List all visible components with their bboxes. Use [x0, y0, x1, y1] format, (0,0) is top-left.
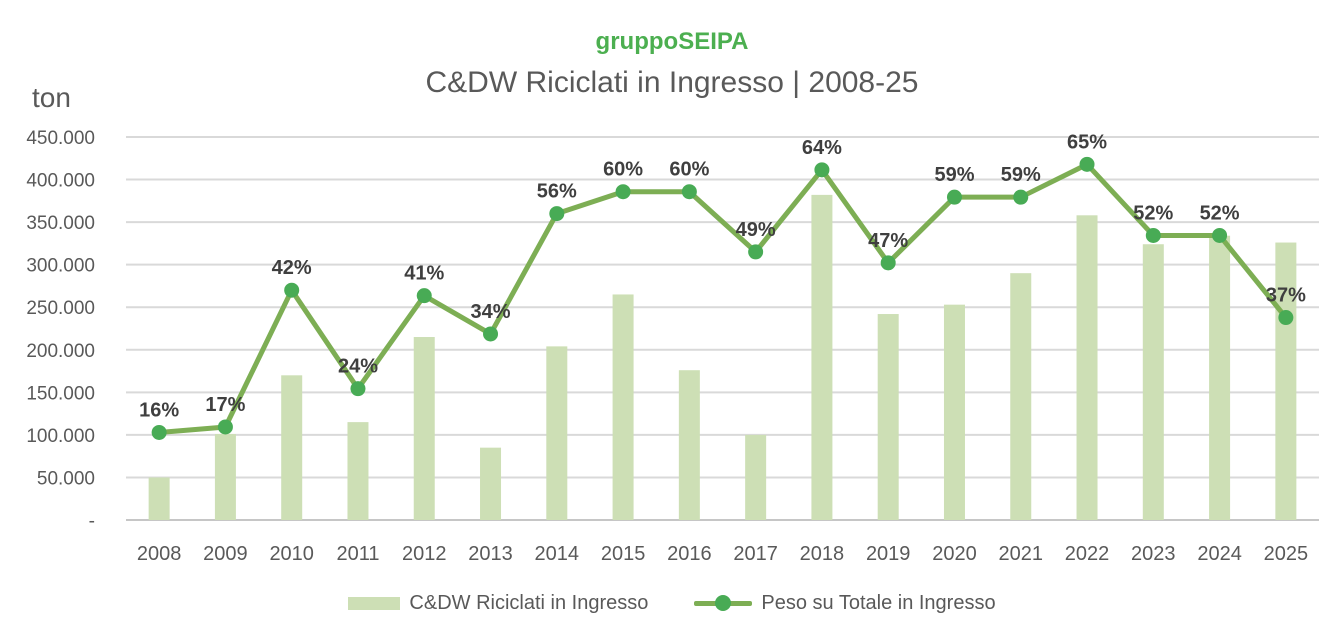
bar-2016: [678, 370, 700, 520]
y-tick-label: 350.000: [26, 213, 95, 234]
bar-2017: [745, 434, 767, 520]
line-marker-2009: [217, 419, 233, 435]
data-label-2010: 42%: [272, 257, 312, 279]
line-marker-2014: [549, 206, 565, 222]
chart-legend: C&DW Riciclati in Ingresso Peso su Totale…: [0, 588, 1344, 618]
brand-title: gruppoSEIPA: [595, 28, 749, 55]
line-marker-2023: [1145, 227, 1161, 243]
line-marker-2021: [1013, 189, 1029, 205]
bar-2010: [281, 375, 303, 520]
y-axis-unit-label: ton: [32, 82, 71, 113]
data-label-2017: 49%: [736, 219, 776, 241]
y-tick-label: 450.000: [26, 128, 95, 149]
bar-swatch-icon: [348, 596, 401, 610]
data-label-2016: 60%: [669, 159, 709, 181]
line-marker-2011: [350, 381, 366, 397]
bar-2019: [877, 314, 899, 520]
data-label-2015: 60%: [603, 159, 643, 181]
chart-title: C&DW Riciclati in Ingresso | 2008-25: [425, 66, 919, 99]
line-marker-2012: [416, 288, 432, 304]
line-marker-2018: [814, 162, 830, 178]
data-label-2008: 16%: [139, 399, 179, 421]
x-tick-label-2009: 2009: [203, 543, 248, 565]
line-marker-2015: [615, 184, 631, 200]
y-tick-label: 150.000: [26, 383, 95, 404]
data-label-2012: 41%: [404, 263, 444, 285]
x-tick-label-2025: 2025: [1264, 543, 1309, 565]
bar-2021: [1010, 273, 1032, 520]
bar-2014: [546, 346, 568, 520]
line-marker-2022: [1079, 156, 1095, 172]
x-tick-label-2020: 2020: [932, 543, 977, 565]
data-label-2019: 47%: [868, 230, 908, 252]
bar-2012: [413, 337, 435, 520]
y-tick-label: 200.000: [26, 341, 95, 362]
x-tick-label-2017: 2017: [733, 543, 778, 565]
x-tick-label-2016: 2016: [667, 543, 712, 565]
y-tick-label: 300.000: [26, 256, 95, 277]
x-tick-label-2023: 2023: [1131, 543, 1176, 565]
bar-2015: [612, 294, 634, 520]
x-tick-label-2011: 2011: [336, 543, 379, 565]
line-marker-2025: [1278, 310, 1294, 326]
bar-2023: [1142, 244, 1164, 521]
line-marker-2020: [946, 189, 962, 205]
y-tick-label: 100.000: [26, 426, 95, 447]
x-tick-label-2012: 2012: [402, 543, 447, 565]
bar-2022: [1076, 215, 1098, 520]
data-label-2021: 59%: [1001, 164, 1041, 186]
data-label-2011: 24%: [338, 356, 378, 378]
x-tick-label-2021: 2021: [999, 543, 1044, 565]
x-tick-label-2013: 2013: [468, 543, 513, 565]
bar-2013: [480, 447, 502, 520]
bar-2020: [943, 304, 965, 520]
data-label-2024: 52%: [1200, 202, 1240, 224]
line-marker-2019: [880, 255, 896, 271]
bar-2008: [148, 477, 170, 520]
legend-label: C&DW Riciclati in Ingresso: [409, 591, 649, 614]
line-marker-icon: [694, 593, 753, 613]
data-label-2022: 65%: [1067, 131, 1107, 153]
y-tick-label: -: [89, 511, 95, 532]
data-label-2013: 34%: [471, 301, 511, 323]
data-label-2023: 52%: [1133, 202, 1173, 224]
bar-2009: [214, 434, 236, 520]
line-marker-2024: [1212, 227, 1228, 243]
bar-2024: [1209, 235, 1231, 520]
y-tick-label: 250.000: [26, 298, 95, 319]
x-tick-label-2008: 2008: [137, 543, 182, 565]
legend-label: Peso su Totale in Ingresso: [761, 591, 996, 614]
y-tick-label: 400.000: [26, 171, 95, 192]
x-tick-label-2024: 2024: [1197, 543, 1242, 565]
x-tick-label-2022: 2022: [1065, 543, 1110, 565]
line-marker-2010: [284, 282, 300, 298]
data-label-2020: 59%: [934, 164, 974, 186]
data-label-2009: 17%: [205, 394, 245, 416]
line-marker-2016: [681, 184, 697, 200]
line-marker-2017: [748, 244, 764, 260]
percentage-line: [156, 161, 1289, 435]
x-tick-label-2014: 2014: [535, 543, 580, 565]
x-tick-label-2018: 2018: [800, 543, 845, 565]
data-label-2025: 37%: [1266, 285, 1306, 307]
bar-2018: [811, 194, 833, 520]
line-marker-2008: [151, 424, 167, 440]
legend-item-line: Peso su Totale in Ingresso: [694, 591, 996, 615]
legend-item-bars: C&DW Riciclati in Ingresso: [348, 592, 648, 615]
bar-2011: [347, 422, 369, 520]
data-label-2018: 64%: [802, 137, 842, 159]
x-tick-label-2010: 2010: [269, 543, 314, 565]
line-marker-2013: [483, 326, 499, 342]
legend-line-dot: [715, 595, 732, 611]
data-label-2014: 56%: [537, 181, 577, 203]
x-tick-label-2019: 2019: [866, 543, 911, 565]
x-tick-label-2015: 2015: [601, 543, 646, 565]
y-tick-label: 50.000: [37, 468, 95, 489]
